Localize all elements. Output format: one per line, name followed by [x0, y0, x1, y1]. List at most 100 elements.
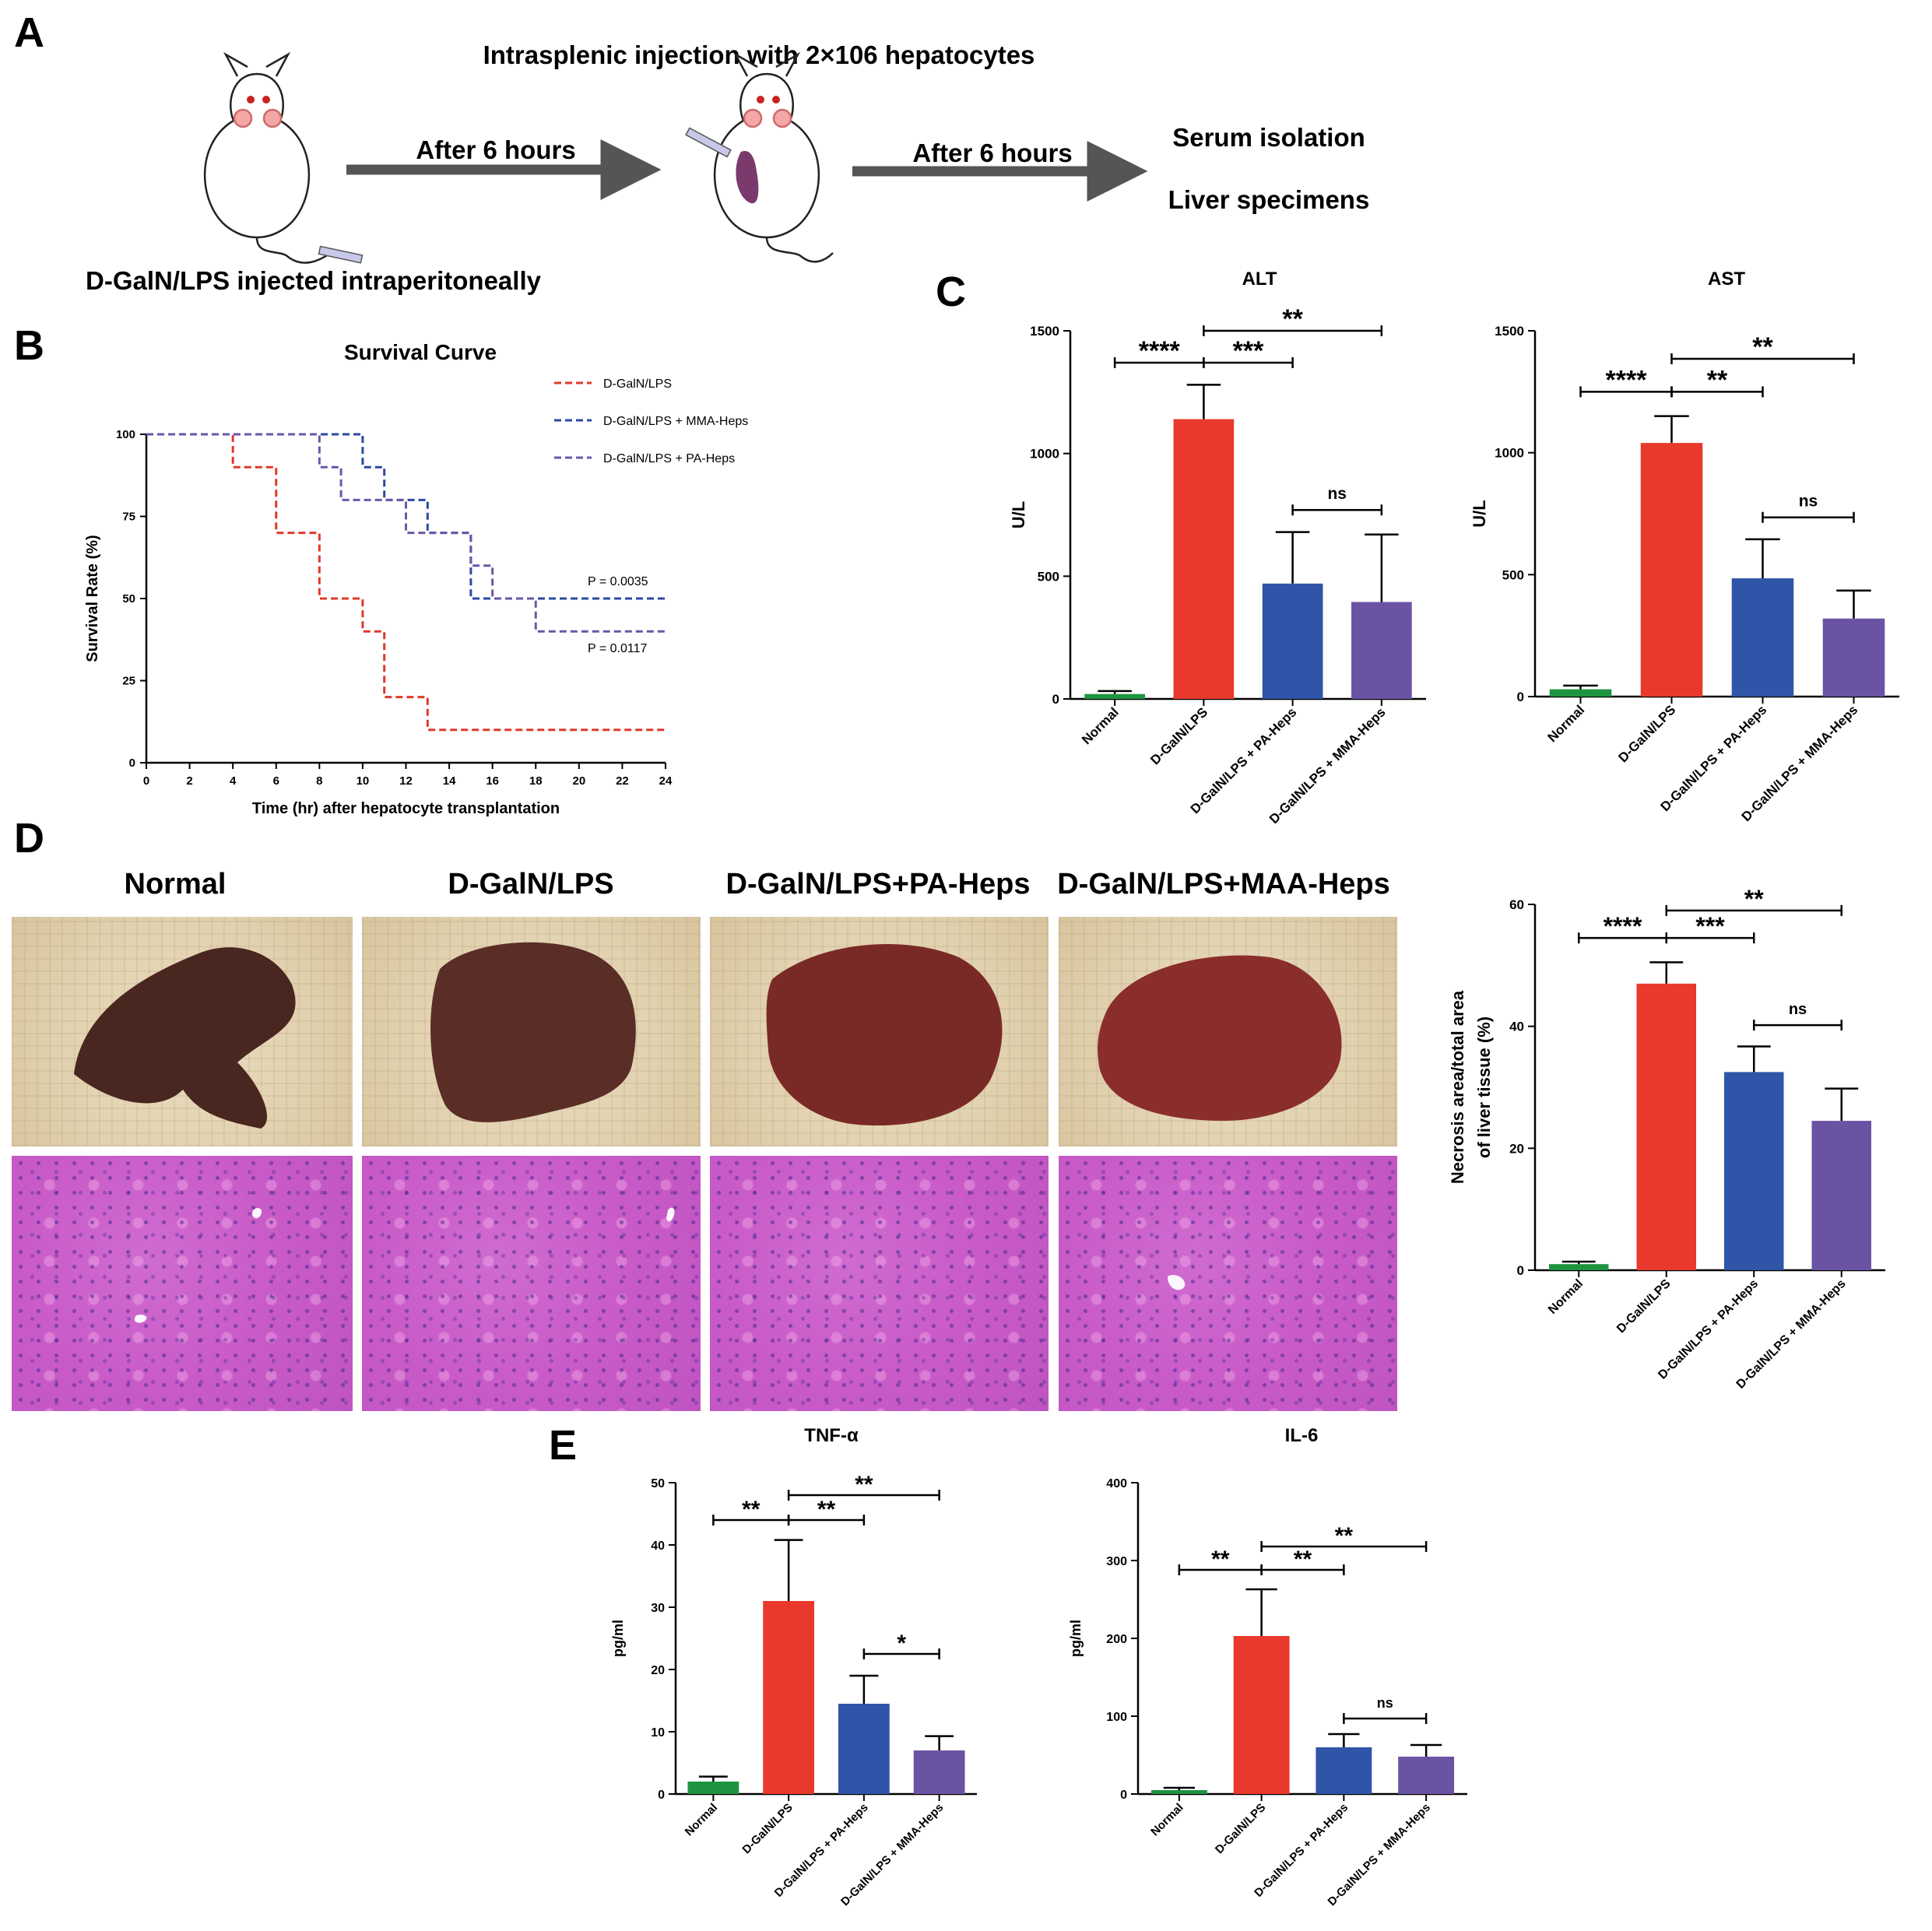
significance-label: * [897, 1631, 906, 1656]
significance-label: ** [1707, 365, 1728, 395]
y-tick-label: 40 [1509, 1020, 1524, 1034]
bar [1351, 602, 1412, 699]
category-label: Normal [683, 1801, 721, 1839]
significance-label: ns [1377, 1695, 1393, 1711]
bar [1549, 689, 1612, 697]
x-axis-label: Time (hr) after hepatocyte transplantati… [252, 800, 560, 817]
necrosis-chart: 0 20 40 60 Necrosis area/total area of liver … [1448, 885, 1885, 1392]
x-tick-label: 2 [186, 774, 192, 788]
panel-letter-e: E [549, 1422, 577, 1469]
legend-entry: D-GalN/LPS [603, 377, 672, 391]
y-tick-label: 50 [651, 1477, 665, 1490]
y-tick-label: 0 [129, 757, 135, 770]
legend-entry: D-GalN/LPS + PA-Heps [603, 452, 735, 465]
significance-label: ns [1789, 1001, 1807, 1018]
chart-title: TNF-α [804, 1425, 859, 1446]
p-value-annotation: P = 0.0035 [588, 575, 648, 588]
photo-label-pa: D-GalN/LPS+PA-Heps [726, 868, 1031, 901]
y-tick-label: 0 [658, 1789, 665, 1802]
y-tick-label: 0 [1517, 690, 1524, 704]
survival-line [146, 433, 666, 633]
significance-bracket [1670, 386, 1764, 398]
mouse-icon [713, 51, 834, 263]
x-tick-label: 16 [486, 774, 499, 788]
significance-bracket [1670, 353, 1855, 365]
syringe-icon [318, 245, 364, 264]
panel-letter-c: C [936, 269, 966, 315]
bar [1150, 1790, 1207, 1794]
y-tick-label: 0 [1517, 1263, 1524, 1278]
y-tick-label: 1000 [1495, 446, 1524, 461]
significance-bracket [1665, 932, 1755, 944]
significance-bracket [1203, 356, 1294, 368]
y-tick-label: 0 [1052, 692, 1059, 707]
result-serum: Serum isolation [1172, 123, 1365, 152]
category-label: D-GalN/LPS [739, 1801, 796, 1857]
significance-label: ** [1744, 885, 1764, 913]
chart-title: AST [1708, 269, 1745, 290]
significance-label: *** [1695, 912, 1725, 940]
bar [913, 1750, 965, 1794]
y-axis-label: pg/ml [1068, 1620, 1084, 1657]
bar [763, 1601, 815, 1794]
significance-bracket [1260, 1564, 1345, 1575]
y-tick-label: 500 [1502, 567, 1524, 582]
bar [1084, 693, 1145, 699]
x-tick-label: 20 [572, 774, 585, 788]
chart-title: ALT [1242, 269, 1277, 290]
gross-photo-dgaln [362, 917, 701, 1146]
y-tick-label: 75 [122, 511, 135, 524]
category-label: D-GalN/LPS + PA-Heps [1252, 1801, 1351, 1900]
x-tick-label: 18 [529, 774, 543, 788]
gross-photo-pa [710, 917, 1049, 1146]
y-axis-label: U/L [1009, 501, 1028, 528]
significance-label: ** [1282, 304, 1303, 334]
he-photo-pa [710, 1156, 1049, 1411]
significance-label: ** [1211, 1547, 1230, 1572]
bar [1233, 1636, 1290, 1794]
y-tick-label: 40 [651, 1540, 665, 1553]
bar [1173, 419, 1235, 699]
spleen-icon [736, 151, 759, 204]
panel-letter-b: B [14, 322, 44, 369]
panel-letter-d: D [14, 815, 44, 862]
y-tick-label: 25 [122, 675, 135, 688]
category-label: Normal [1546, 1277, 1586, 1317]
bar [1316, 1747, 1372, 1794]
y-tick-label: 100 [1106, 1711, 1127, 1724]
significance-bracket [1260, 1541, 1428, 1552]
il6-chart: IL-6 0 100 200 300 400 pg/ml Normal D-GalN/LPSD-… [1068, 1425, 1467, 1908]
photo-label-dgaln: D-GalN/LPS [448, 868, 613, 901]
significance-bracket [787, 1490, 940, 1501]
category-label: D-GalN/LPS + PA-Heps [1656, 1277, 1761, 1382]
significance-bracket [787, 1515, 866, 1525]
significance-label: ** [742, 1497, 761, 1522]
y-tick-label: 1500 [1495, 324, 1524, 339]
y-tick-label: 50 [122, 592, 135, 606]
y-tick-label: 30 [651, 1602, 665, 1615]
gross-photo-normal [12, 917, 353, 1146]
y-tick-label: 10 [651, 1726, 665, 1740]
syringe-icon [685, 127, 732, 158]
bar [1398, 1757, 1455, 1794]
category-label: Normal [1148, 1801, 1186, 1839]
category-label: Normal [1079, 704, 1122, 747]
bar [1731, 578, 1794, 697]
significance-label: *** [1233, 336, 1264, 366]
y-tick-label: 1500 [1030, 324, 1059, 339]
x-tick-label: 14 [443, 774, 456, 788]
x-tick-label: 4 [230, 774, 237, 788]
bar [1636, 983, 1696, 1270]
bar [687, 1782, 739, 1794]
significance-label: ns [1799, 493, 1818, 511]
significance-label: ** [1335, 1523, 1354, 1549]
ast-chart: AST 0 500 1000 1500 U/L Normal D-GalN/LPSD-GalN… [1470, 269, 1899, 824]
y-tick-label: 100 [116, 428, 135, 441]
y-tick-label: 60 [1509, 897, 1524, 912]
significance-bracket [1762, 511, 1855, 523]
y-tick-label: 500 [1038, 569, 1059, 584]
significance-label: ** [855, 1472, 873, 1497]
